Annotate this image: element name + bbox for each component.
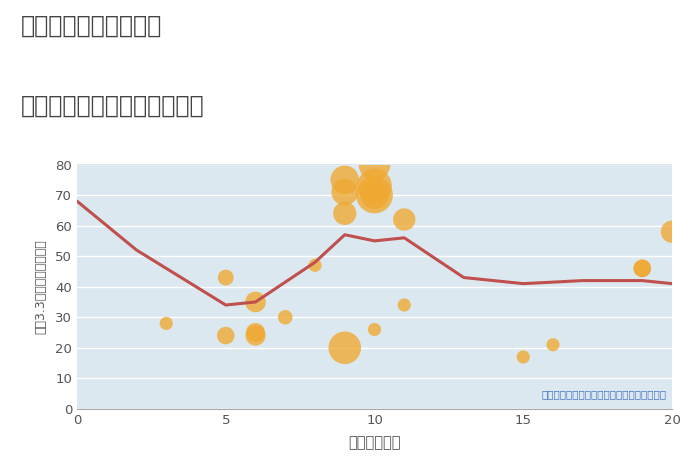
Point <box>220 274 231 281</box>
Point <box>369 191 380 199</box>
Point <box>547 341 559 349</box>
Point <box>369 191 380 199</box>
Point <box>637 265 648 272</box>
Point <box>250 332 261 339</box>
Point <box>339 176 350 183</box>
Text: 円の大きさは、取引のあった物件面積を示す: 円の大きさは、取引のあった物件面積を示す <box>541 389 666 399</box>
Point <box>250 329 261 337</box>
Point <box>369 161 380 168</box>
Point <box>309 261 321 269</box>
Point <box>369 182 380 189</box>
Point <box>399 216 410 223</box>
Point <box>666 228 678 235</box>
Y-axis label: 平（3.3㎡）単価（万円）: 平（3.3㎡）単価（万円） <box>34 239 47 334</box>
Point <box>369 326 380 333</box>
Point <box>279 313 291 321</box>
Point <box>160 320 172 327</box>
Point <box>250 298 261 306</box>
Point <box>339 344 350 352</box>
Point <box>220 332 231 339</box>
Text: 駅距離別中古マンション価格: 駅距離別中古マンション価格 <box>21 94 204 118</box>
Point <box>637 265 648 272</box>
Point <box>399 301 410 309</box>
Point <box>339 210 350 217</box>
Text: 三重県鈴鹿市徳居町の: 三重県鈴鹿市徳居町の <box>21 14 162 38</box>
Point <box>339 188 350 196</box>
Point <box>518 353 529 361</box>
X-axis label: 駅距離（分）: 駅距離（分） <box>349 435 400 450</box>
